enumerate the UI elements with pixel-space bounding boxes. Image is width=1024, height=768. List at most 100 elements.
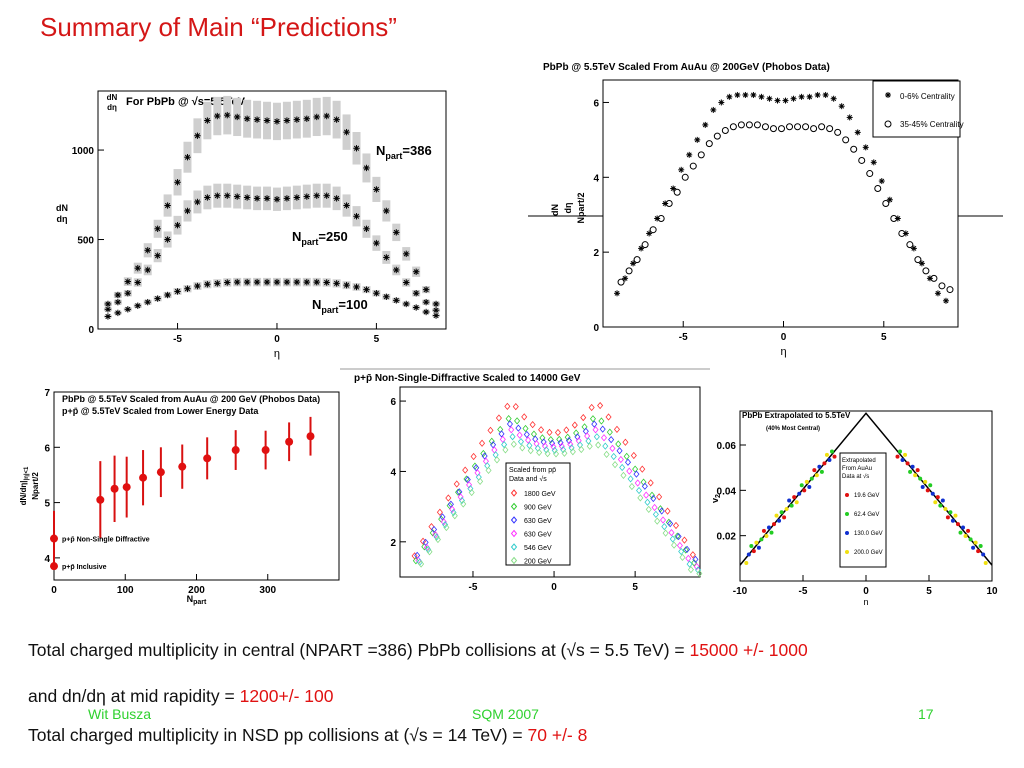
p1-point	[273, 196, 281, 203]
p2-frame	[602, 79, 959, 328]
p1-point	[343, 128, 350, 136]
p4-point	[660, 516, 667, 524]
p3-xtick-label: 0	[51, 585, 57, 596]
p4-point	[442, 521, 449, 529]
summary-line-2-value: 1200+/- 100	[239, 686, 334, 706]
p1-point	[184, 154, 191, 161]
p4-point	[554, 428, 561, 437]
p1-point	[234, 113, 241, 121]
p5-point	[905, 461, 910, 466]
p1-title-deta: dη	[107, 103, 117, 112]
p4-point	[480, 449, 487, 458]
p1-point	[393, 297, 400, 304]
p3-point-pp	[50, 562, 58, 571]
p4-point	[600, 434, 608, 442]
p2-point-central	[750, 91, 757, 98]
p1-xlabel: η	[274, 348, 280, 360]
p3-point-pbpb	[156, 468, 165, 477]
p4-point	[544, 449, 551, 458]
p5-point	[817, 464, 822, 469]
p4-point	[652, 510, 659, 518]
p2-point-central	[710, 106, 717, 113]
p2-point-central	[758, 93, 765, 100]
p3-ytick-label: 5	[44, 499, 50, 510]
p2-ytick-label: 4	[593, 173, 599, 184]
p1-point	[313, 113, 320, 121]
p5-triangle-line	[739, 412, 993, 566]
p1-point	[174, 288, 181, 295]
p5-point	[920, 485, 925, 490]
p4-legend-label: 900 GeV	[524, 505, 552, 512]
p5-xlabel: η	[863, 597, 868, 605]
summary-line-2: and dn/dη at mid rapidity = 1200+/- 100	[28, 686, 334, 707]
p1-point	[253, 195, 261, 202]
p1-point	[383, 207, 390, 215]
p4-point	[460, 500, 467, 508]
p4-xtick-label: 0	[551, 582, 557, 593]
p4-point	[619, 463, 626, 472]
p4-legend-title-2: Data and √s	[509, 475, 547, 483]
footer-page-number: 17	[918, 706, 934, 722]
p1-point	[214, 112, 221, 120]
p4-point	[498, 430, 505, 438]
p4-ytick-label: 4	[390, 467, 396, 478]
p1-point	[214, 192, 221, 199]
p4-point	[551, 446, 558, 454]
p5-point	[955, 522, 960, 527]
summary-line-1: Total charged multiplicity in central (N…	[28, 640, 808, 661]
p4-point	[456, 488, 463, 496]
p2-point-central	[878, 178, 885, 185]
p5-xtick-label: 10	[986, 586, 998, 597]
p4-point	[455, 488, 462, 496]
p5-legend	[839, 452, 887, 568]
p4-legend	[505, 462, 571, 566]
p2-point-peripheral	[713, 132, 721, 140]
p4-point	[613, 425, 620, 433]
p1-point	[303, 278, 310, 286]
p4-point	[676, 541, 683, 550]
p5-point	[935, 495, 940, 500]
p3-ytick-label: 7	[44, 388, 50, 399]
p1-point	[403, 250, 410, 258]
p2-point-peripheral	[930, 274, 938, 282]
p5-title: PbPb Extrapolated to 5.5TeV	[742, 411, 851, 420]
p5-point	[925, 488, 930, 493]
p4-legend-label: 546 GeV	[524, 545, 552, 552]
p2-point-central	[870, 159, 877, 166]
p1-point	[204, 117, 211, 124]
p4-point	[692, 555, 699, 564]
p4-point	[558, 442, 565, 450]
p2-point-central	[718, 99, 725, 106]
p1-point	[432, 300, 440, 308]
p4-point	[487, 426, 494, 434]
p2-point-central	[734, 91, 741, 98]
p5-point	[938, 503, 943, 508]
p1-point	[313, 192, 320, 199]
p2-point-central	[830, 95, 837, 102]
p4-point	[623, 452, 630, 461]
p1-point	[184, 285, 191, 292]
p4-point	[488, 437, 495, 445]
p1-point	[393, 229, 400, 236]
p2-point-central	[846, 114, 853, 121]
p2-point-peripheral	[697, 151, 705, 159]
p4-point	[578, 445, 585, 454]
p4-point	[509, 433, 516, 441]
p5-legend-title-line: From AuAu	[842, 466, 872, 472]
p4-legend-label: 1800 GeV	[524, 491, 556, 498]
p5-legend-label: 130.0 GeV	[854, 531, 883, 537]
p2-point-peripheral	[946, 286, 954, 294]
p1-series-label: Npart=250	[292, 229, 348, 247]
p4-point	[439, 513, 446, 521]
p4-point	[658, 507, 665, 515]
p5-point	[807, 485, 812, 490]
p2-point-central	[942, 297, 949, 304]
p4-point	[654, 517, 661, 525]
p5-point	[973, 540, 978, 545]
p5-point	[754, 540, 759, 545]
p4-point	[657, 505, 664, 513]
p4-point	[593, 433, 600, 441]
p2-point-central	[854, 129, 861, 136]
p4-point	[662, 529, 669, 537]
